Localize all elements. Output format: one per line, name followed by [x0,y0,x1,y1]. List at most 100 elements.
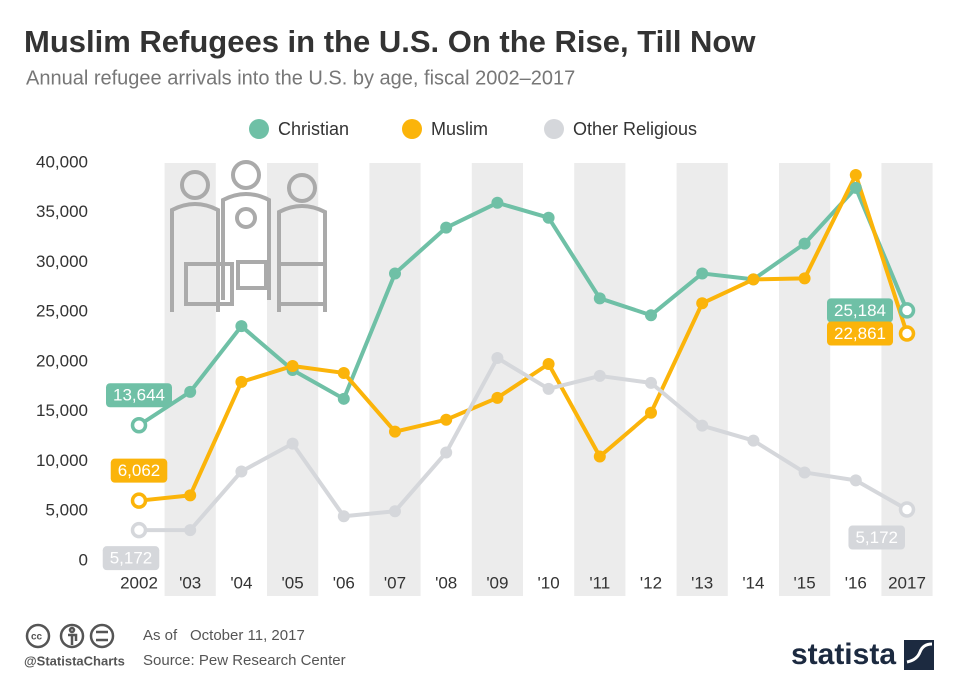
data-point [645,406,657,419]
data-point [235,320,248,333]
x-tick-label: '15 [794,573,816,592]
data-point [184,524,197,537]
data-point [235,465,248,478]
x-tick-label: '08 [435,573,457,592]
x-tick-label: '10 [538,573,560,592]
data-label-text: 5,172 [855,528,898,547]
handle: @StatistaCharts [24,653,125,668]
data-label-text: 5,172 [110,549,153,568]
y-tick-label: 15,000 [36,401,88,420]
data-label: 5,172 [848,525,905,550]
x-tick-label: '11 [589,573,610,592]
data-point [235,375,248,388]
data-label-text: 22,861 [834,324,886,343]
data-point [898,501,916,518]
data-point [337,510,350,523]
y-tick-label: 5,000 [45,501,88,520]
band [471,163,523,596]
series-line [139,356,908,533]
legend-label: Other Religious [573,119,697,139]
x-tick-label: '16 [845,573,867,592]
band [676,163,728,596]
band [779,163,831,596]
data-point [645,376,657,389]
x-tick-label: 2002 [120,573,158,592]
x-tick-label: '03 [179,573,201,592]
data-point [337,392,350,405]
data-label-text: 25,184 [834,301,886,320]
data-label-text: 13,644 [113,386,165,405]
data-point [542,357,555,370]
x-tick-label: '06 [333,573,355,592]
data-label-box [106,383,172,408]
refugee-illustration [170,160,327,312]
data-point [130,521,148,539]
data-point [798,237,811,250]
data-label-box [102,546,160,571]
y-tick-label: 0 [79,550,88,569]
data-point [337,366,350,379]
legend-marker [402,119,422,139]
brand-icon-wave [906,642,933,664]
data-point [440,221,453,234]
brand: statista [791,638,896,671]
data-label-text: 6,062 [118,461,161,480]
x-tick-label: '05 [282,573,304,592]
data-point [491,352,504,365]
data-point [747,273,760,286]
data-point [542,382,555,395]
plot-area: 2002 '03 '04 '05 '06 '07 '08 '09 '10 '11 '12 '13 '14… [36,119,926,593]
data-point [798,272,811,285]
data-point [849,168,862,181]
data-label-box [827,321,893,346]
legend-label: Christian [278,119,349,139]
data-point [696,267,709,280]
x-tick-label: '14 [742,573,764,592]
data-label: 13,644 [106,383,172,408]
y-tick-label: 30,000 [36,252,88,271]
data-point [184,385,197,398]
license-icons [25,623,115,649]
data-point [130,492,148,509]
date-label: As of [143,627,178,644]
data-point [696,297,709,310]
data-point [849,474,862,487]
series-line [137,185,909,427]
data-point [593,292,606,305]
y-tick-label: 10,000 [36,451,88,470]
x-tick-label: '13 [691,573,713,592]
data-point [440,446,453,459]
data-point [898,302,916,319]
data-label: 22,861 [827,321,893,346]
y-tick-label: 40,000 [36,152,88,171]
data-point [696,419,709,432]
cc-icon-text: cc [31,632,43,643]
band [881,163,933,596]
legend-label: Muslim [431,119,488,139]
data-point [184,489,197,502]
data-point [389,505,401,518]
data-label-box [827,298,893,323]
data-point [286,359,299,372]
data-label: 5,172 [102,546,160,571]
data-point [593,450,606,463]
data-label-box [848,525,905,550]
y-tick-label: 20,000 [36,351,88,370]
series-line [138,172,909,503]
data-point [898,325,916,342]
data-point [286,437,299,450]
x-tick-label: '09 [486,573,508,592]
footer: cc @StatistaCharts As of October 11, 201… [24,623,934,671]
x-tick-label: '04 [230,573,252,592]
band [369,163,421,596]
data-point [440,413,453,426]
data-label-box [110,458,168,483]
data-point [389,425,401,438]
data-point [542,211,555,224]
data-point [798,466,811,479]
source: Source: Pew Research Center [143,652,346,669]
y-tick-label: 25,000 [36,302,88,321]
data-label: 25,184 [827,298,893,323]
data-point [389,267,401,280]
